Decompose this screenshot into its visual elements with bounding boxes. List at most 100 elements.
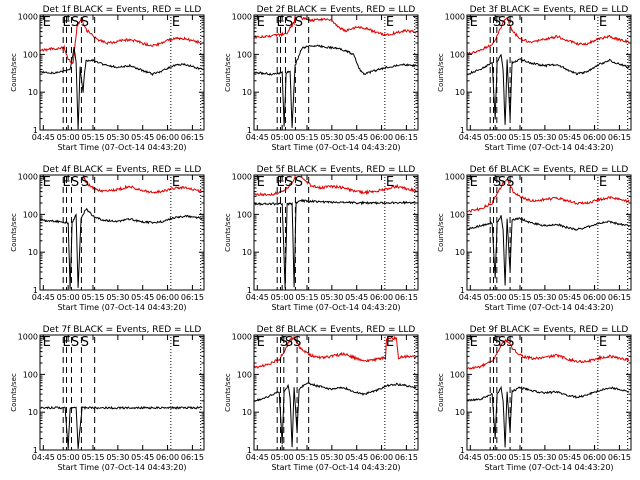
y-tick-label: 1000 xyxy=(232,173,252,182)
lld-series-line xyxy=(40,17,203,65)
marker-label: S xyxy=(295,15,303,30)
y-axis-label: Counts/sec xyxy=(10,373,18,412)
events-series-line xyxy=(467,385,630,448)
chart-title: Det 4f BLACK = Events, RED = LLD xyxy=(43,165,202,175)
marker-label: E xyxy=(386,335,394,350)
x-axis-label: Start Time (07-Oct-14 04:43:20) xyxy=(271,303,400,312)
marker-label: E xyxy=(599,15,607,30)
x-tick-label: 05:00 xyxy=(57,133,80,142)
y-tick-label: 10 xyxy=(28,408,38,417)
y-tick-label: 10 xyxy=(28,88,38,97)
chart-title: Det 5f BLACK = Events, RED = LLD xyxy=(257,165,416,175)
y-tick-label: 1 xyxy=(460,126,465,135)
y-tick-label: 100 xyxy=(237,370,252,379)
y-axis-label: Counts/sec xyxy=(437,373,445,412)
x-tick-label: 05:15 xyxy=(508,133,531,142)
marker-label: E xyxy=(172,175,180,190)
x-axis-label: Start Time (07-Oct-14 04:43:20) xyxy=(57,303,186,312)
marker-label: S xyxy=(285,335,293,350)
marker-label: S xyxy=(285,175,293,190)
x-tick-label: 05:00 xyxy=(271,133,294,142)
y-axis-label: Counts/sec xyxy=(10,53,18,92)
x-tick-label: 05:45 xyxy=(131,453,154,462)
plot-frame xyxy=(253,14,419,131)
lld-series-line xyxy=(467,178,630,213)
lld-series-line xyxy=(82,175,203,194)
marker-label: E xyxy=(63,335,71,350)
x-axis-label: Start Time (07-Oct-14 04:43:20) xyxy=(57,463,186,472)
events-series-line xyxy=(467,215,630,286)
chart-title: Det 8f BLACK = Events, RED = LLD xyxy=(257,325,416,335)
y-tick-label: 1000 xyxy=(445,13,465,22)
marker-label: S xyxy=(71,175,79,190)
y-tick-label: 100 xyxy=(450,210,465,219)
y-tick-label: 10 xyxy=(455,408,465,417)
y-tick-label: 1 xyxy=(460,446,465,455)
y-axis-label: Counts/sec xyxy=(224,213,232,252)
y-tick-label: 10 xyxy=(455,88,465,97)
x-tick-label: 05:30 xyxy=(106,133,129,142)
marker-label: S xyxy=(280,335,288,350)
events-series-line xyxy=(254,44,417,128)
x-tick-label: 05:00 xyxy=(271,453,294,462)
y-tick-label: 10 xyxy=(455,248,465,257)
x-axis-label: Start Time (07-Oct-14 04:43:20) xyxy=(271,143,400,152)
x-tick-label: 05:15 xyxy=(295,453,318,462)
x-tick-label: 06:15 xyxy=(181,453,204,462)
y-tick-label: 1000 xyxy=(18,13,38,22)
x-tick-label: 06:00 xyxy=(583,293,606,302)
events-series-line xyxy=(254,198,417,289)
y-tick-label: 100 xyxy=(237,50,252,59)
lld-series-line xyxy=(254,15,417,39)
marker-label: S xyxy=(498,175,506,190)
y-tick-label: 1 xyxy=(247,286,252,295)
x-tick-label: 05:30 xyxy=(320,293,343,302)
y-tick-label: 100 xyxy=(237,210,252,219)
y-tick-label: 1 xyxy=(33,126,38,135)
x-tick-label: 05:45 xyxy=(345,293,368,302)
y-tick-label: 100 xyxy=(23,50,38,59)
x-tick-label: 06:15 xyxy=(395,293,418,302)
marker-label: E xyxy=(599,335,607,350)
x-tick-label: 05:00 xyxy=(57,453,80,462)
y-tick-label: 100 xyxy=(450,370,465,379)
x-axis-label: Start Time (07-Oct-14 04:43:20) xyxy=(271,463,400,472)
y-tick-label: 100 xyxy=(23,210,38,219)
plot-frame xyxy=(39,334,205,451)
x-tick-label: 05:30 xyxy=(533,293,556,302)
x-tick-label: 05:45 xyxy=(345,133,368,142)
x-axis-label: Start Time (07-Oct-14 04:43:20) xyxy=(484,463,613,472)
x-tick-label: 06:15 xyxy=(608,133,631,142)
plot-frame xyxy=(253,334,419,451)
x-tick-label: 05:45 xyxy=(558,133,581,142)
chart-title: Det 7f BLACK = Events, RED = LLD xyxy=(43,325,202,335)
plot-frame xyxy=(466,14,632,131)
y-axis-label: Counts/sec xyxy=(224,373,232,412)
marker-label: E xyxy=(257,175,265,190)
marker-label: S xyxy=(498,335,506,350)
events-series-line xyxy=(40,47,203,130)
plot-frame xyxy=(466,174,632,291)
chart-title: Det 9f BLACK = Events, RED = LLD xyxy=(470,325,629,335)
x-tick-label: 05:15 xyxy=(295,293,318,302)
y-tick-label: 1 xyxy=(33,446,38,455)
x-tick-label: 05:15 xyxy=(81,453,104,462)
x-tick-label: 05:45 xyxy=(345,453,368,462)
plot-frame xyxy=(253,174,419,291)
marker-label: E xyxy=(43,175,51,190)
plot-frame xyxy=(39,174,205,291)
y-tick-label: 100 xyxy=(23,370,38,379)
marker-label: E xyxy=(257,335,265,350)
x-tick-label: 05:30 xyxy=(533,133,556,142)
marker-label: S xyxy=(71,335,79,350)
x-tick-label: 05:15 xyxy=(81,293,104,302)
x-tick-label: 05:00 xyxy=(57,293,80,302)
marker-label: S xyxy=(493,15,501,30)
marker-label: E xyxy=(470,175,478,190)
x-tick-label: 06:00 xyxy=(156,133,179,142)
lld-series-line xyxy=(254,335,417,369)
x-tick-label: 04:45 xyxy=(32,133,55,142)
